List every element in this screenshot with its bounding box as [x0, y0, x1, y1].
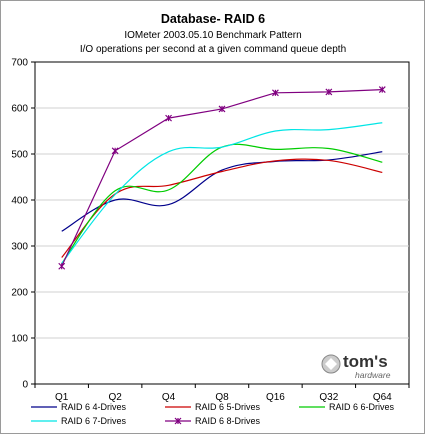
data-point-marker — [272, 89, 279, 97]
x-tick-label: Q64 — [373, 392, 392, 403]
legend-label: RAID 6 5-Drives — [195, 402, 261, 412]
x-tick-label: Q4 — [162, 392, 176, 403]
data-point-marker — [165, 114, 172, 122]
y-tick-label: 100 — [11, 334, 28, 345]
toms-hardware-logo: tom's hardware — [321, 352, 391, 380]
y-tick-label: 200 — [11, 288, 28, 299]
legend-item: RAID 6 8-Drives — [165, 416, 261, 426]
legend-label: RAID 6 7-Drives — [61, 416, 127, 426]
data-point-marker — [58, 262, 66, 270]
data-point-marker — [218, 105, 226, 113]
y-tick-label: 400 — [11, 196, 28, 207]
series-line-2 — [61, 158, 383, 258]
legend-item: RAID 6 6-Drives — [299, 402, 395, 412]
chart-subtitle-line-2: I/O operations per second at a given com… — [80, 44, 346, 55]
legend-item: RAID 6 7-Drives — [31, 416, 127, 426]
legend-item: RAID 6 5-Drives — [165, 402, 261, 412]
legend: RAID 6 4-Drives RAID 6 5-Drives RAID 6 6-D… — [31, 402, 395, 426]
legend-marker — [174, 417, 182, 425]
data-point-marker — [378, 86, 386, 94]
series-line-3 — [61, 143, 383, 264]
x-tick-label: Q2 — [108, 392, 122, 403]
y-tick-label: 500 — [11, 150, 28, 161]
x-tick-label: Q1 — [55, 392, 69, 403]
logo-sub: hardware — [355, 370, 391, 380]
legend-item: RAID 6 4-Drives — [31, 402, 127, 412]
x-axis-ticks: Q1 Q2 Q4 Q8 Q16 Q32 Q64 — [34, 384, 410, 403]
y-tick-label: 300 — [11, 242, 28, 253]
x-tick-label: Q32 — [319, 392, 338, 403]
chart-subtitle-line-1: IOMeter 2003.05.10 Benchmark Pattern — [124, 30, 301, 41]
legend-label: RAID 6 8-Drives — [195, 416, 261, 426]
series-group — [58, 86, 386, 270]
series-line-4 — [61, 122, 383, 264]
data-point-marker — [325, 88, 333, 96]
legend-label: RAID 6 4-Drives — [61, 402, 127, 412]
y-tick-label: 0 — [22, 380, 28, 391]
y-axis-ticks: 0 100 200 300 400 500 600 700 — [11, 58, 35, 391]
x-tick-label: Q16 — [266, 392, 285, 403]
data-point-marker — [111, 147, 119, 155]
logo-icon-mark — [325, 358, 337, 370]
x-tick-label: Q8 — [215, 392, 229, 403]
plot-area — [34, 61, 410, 385]
legend-label: RAID 6 6-Drives — [329, 402, 395, 412]
logo-name: tom's — [343, 352, 388, 371]
y-tick-label: 700 — [11, 58, 28, 69]
y-tick-label: 600 — [11, 104, 28, 115]
chart-title: Database- RAID 6 — [161, 12, 265, 26]
